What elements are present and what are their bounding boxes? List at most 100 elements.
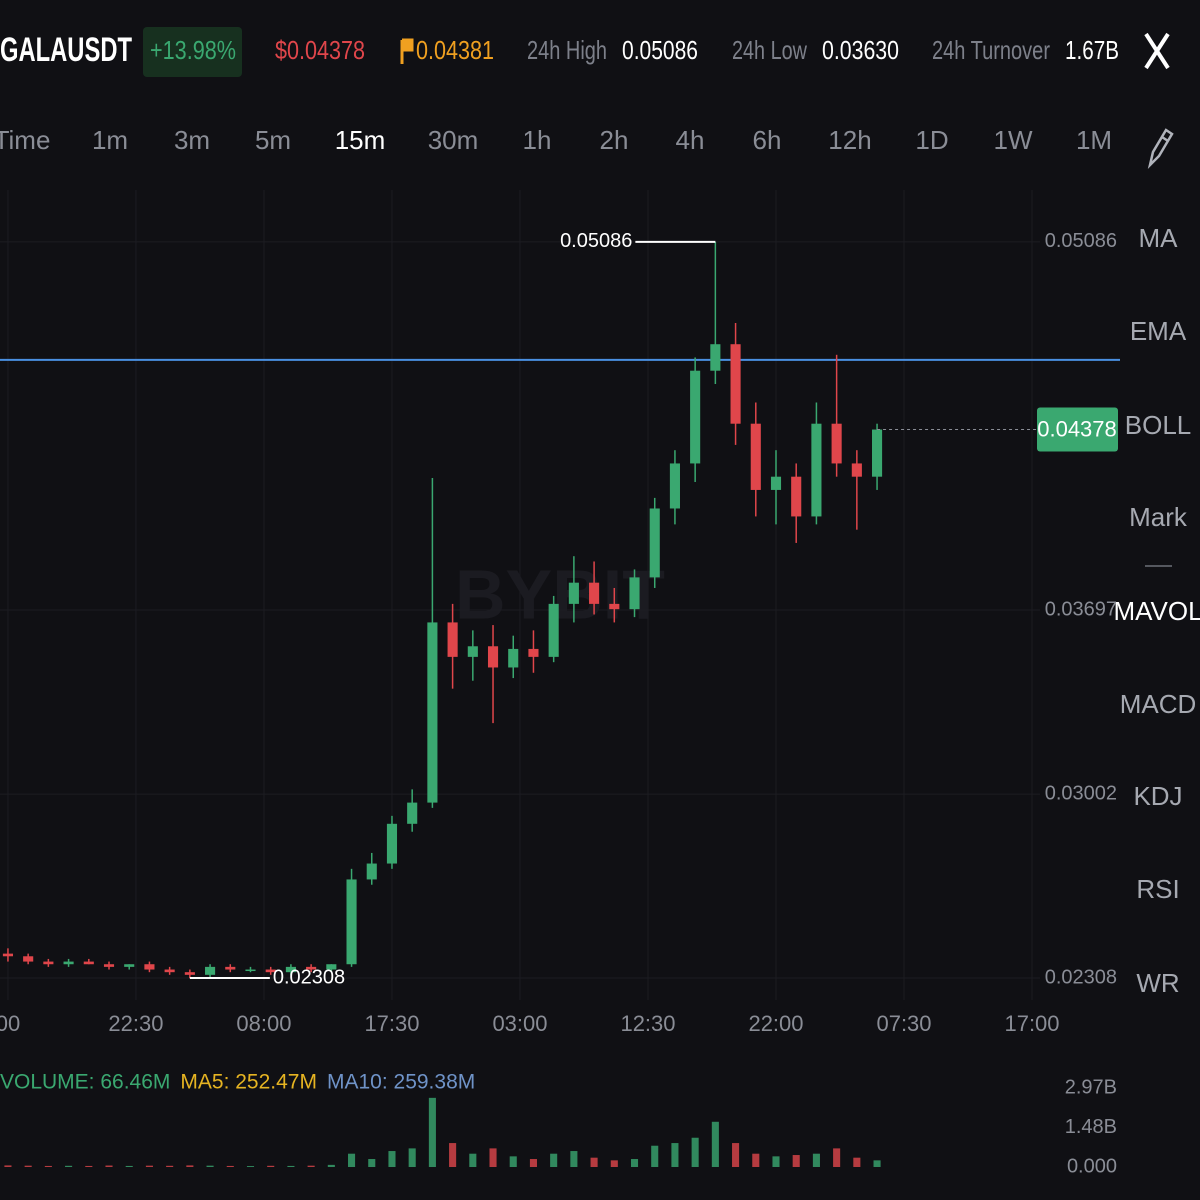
volume-bar [166, 1165, 174, 1167]
indicator-button[interactable]: MACD [1120, 689, 1197, 719]
candle-body [690, 370, 701, 464]
candle-body [63, 961, 74, 965]
indicator-button[interactable]: RSI [1136, 874, 1179, 904]
indicator-button[interactable]: Mark [1129, 502, 1188, 532]
interval-button[interactable]: 4h [676, 125, 705, 155]
volume-bar [752, 1153, 760, 1167]
y-tick-label: 0.05086 [1045, 230, 1117, 252]
volume-bar [792, 1155, 800, 1167]
candle-body [43, 961, 54, 965]
x-tick-label: 08:00 [236, 1011, 291, 1036]
x-tick-label: 07:30 [876, 1011, 931, 1036]
volume-bar [105, 1165, 113, 1167]
candle-body [407, 802, 418, 824]
indicator-button[interactable]: KDJ [1133, 781, 1182, 811]
draw-tool-button[interactable] [1147, 128, 1174, 169]
interval-button[interactable]: 6h [753, 125, 782, 155]
volume-bar [428, 1097, 436, 1167]
candle-body [851, 463, 862, 477]
candle-body [306, 966, 317, 970]
interval-button[interactable]: 15m [335, 125, 386, 155]
interval-button[interactable]: 1D [915, 125, 948, 155]
change: +13.98% [150, 35, 236, 65]
interval-button[interactable]: 1h [523, 125, 552, 155]
volume-bar [590, 1157, 598, 1167]
interval-button[interactable]: 1m [92, 125, 128, 155]
x-tick-label: 17:30 [364, 1011, 419, 1036]
volume-bar [449, 1143, 457, 1167]
candle-body [669, 463, 680, 509]
volume-bar [630, 1159, 639, 1167]
candle-body [144, 964, 155, 970]
candle-body [447, 622, 458, 657]
indicator-button[interactable]: MA [1139, 223, 1179, 253]
candle-body [23, 956, 34, 962]
candle-body [205, 966, 216, 975]
candle-body [548, 603, 559, 657]
volume-bar [246, 1166, 255, 1167]
mark-flag-icon [400, 38, 414, 64]
last-price-badge [1037, 407, 1118, 452]
interval-button[interactable]: 2h [600, 125, 629, 155]
interval-button[interactable]: 30m [428, 125, 479, 155]
candle-body [811, 423, 822, 517]
indicator-button[interactable]: WR [1136, 968, 1179, 998]
volume-bar [145, 1165, 153, 1167]
x-tick-label: 22:00 [748, 1011, 803, 1036]
stat-label: 24h Turnover [932, 35, 1050, 65]
extreme-label: 0.05086 [560, 230, 632, 252]
candle-body [487, 646, 499, 668]
indicator-button[interactable]: EMA [1130, 316, 1187, 346]
stat-value: 0.05086 [622, 35, 698, 65]
volume-bar [307, 1165, 315, 1167]
volume-bar [469, 1153, 477, 1167]
indicator-button[interactable]: BOLL [1125, 410, 1192, 440]
x-tick-label: 17:00 [1004, 1011, 1059, 1036]
stat-value: 1.67B [1065, 35, 1119, 65]
candle-body [467, 646, 478, 657]
interval-button[interactable]: 3m [174, 125, 210, 155]
volume-bar [65, 1165, 73, 1167]
candle-body [225, 966, 236, 970]
stat-label: 24h Low [732, 35, 807, 65]
close-button[interactable] [1144, 32, 1170, 70]
volume-bar [873, 1160, 881, 1167]
volume-bar [327, 1164, 335, 1167]
volume-bar [812, 1153, 820, 1167]
candle-body [528, 648, 539, 657]
volume-bar [408, 1148, 416, 1167]
candle-body [872, 429, 883, 477]
volume-bar [833, 1148, 841, 1167]
candle-body [629, 577, 640, 610]
volume-legend: VOLUME: 66.46M [0, 1071, 170, 1094]
last-price: $0.04378 [275, 35, 365, 65]
volume-bar [44, 1165, 52, 1167]
volume-bar [287, 1165, 295, 1167]
interval-button[interactable]: 12h [828, 125, 871, 155]
volume-bar [529, 1159, 537, 1167]
candle-body [326, 964, 337, 970]
candle-body [710, 344, 721, 371]
volume-legend: MA5: 252.47M [180, 1071, 317, 1094]
candle-body [103, 964, 115, 967]
stat-value: 0.03630 [822, 35, 899, 65]
interval-button[interactable]: 1M [1076, 125, 1112, 155]
interval-button[interactable]: 5m [255, 125, 291, 155]
candle-body [265, 969, 276, 973]
change-badge [143, 27, 242, 77]
indicator-button[interactable]: MAVOL [1113, 596, 1200, 626]
candle-body [184, 972, 195, 975]
volume-bar [489, 1148, 497, 1167]
volume-bar [570, 1151, 578, 1167]
candle-body [346, 879, 357, 965]
x-tick-label: 22:30 [108, 1011, 163, 1036]
volume-bar [186, 1165, 194, 1167]
candle-body [831, 423, 842, 464]
candle-body [609, 603, 620, 610]
x-tick-label: 00 [0, 1011, 20, 1036]
interval-button[interactable]: Time [0, 125, 50, 155]
interval-button[interactable]: 1W [994, 125, 1033, 155]
volume-bar [206, 1165, 214, 1167]
